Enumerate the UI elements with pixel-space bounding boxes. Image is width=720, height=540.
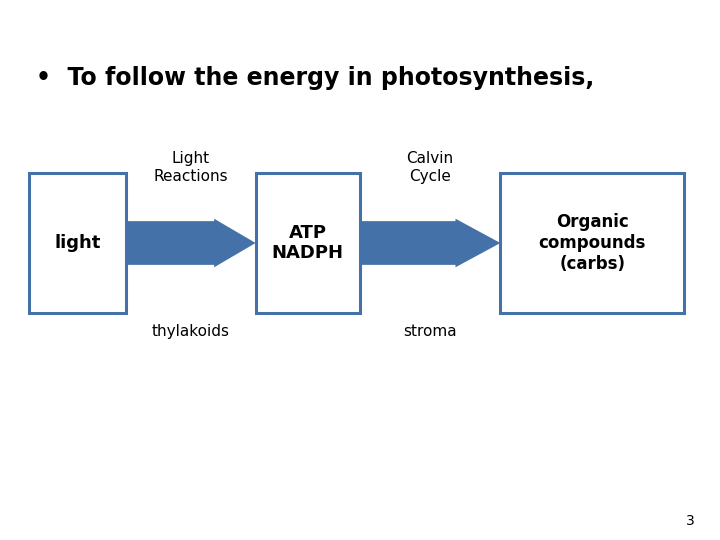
Text: •  To follow the energy in photosynthesis,: • To follow the energy in photosynthesis…: [36, 66, 594, 90]
Text: Organic
compounds
(carbs): Organic compounds (carbs): [539, 213, 646, 273]
Text: light: light: [54, 234, 101, 252]
Text: Light
Reactions: Light Reactions: [153, 151, 228, 184]
Text: ATP
NADPH: ATP NADPH: [272, 224, 344, 262]
Polygon shape: [360, 219, 500, 267]
Text: thylakoids: thylakoids: [152, 324, 230, 339]
Polygon shape: [126, 219, 256, 267]
FancyBboxPatch shape: [29, 173, 126, 313]
FancyBboxPatch shape: [256, 173, 360, 313]
FancyBboxPatch shape: [500, 173, 684, 313]
Text: Calvin
Cycle: Calvin Cycle: [406, 151, 454, 184]
Text: stroma: stroma: [403, 324, 456, 339]
Text: 3: 3: [686, 514, 695, 528]
